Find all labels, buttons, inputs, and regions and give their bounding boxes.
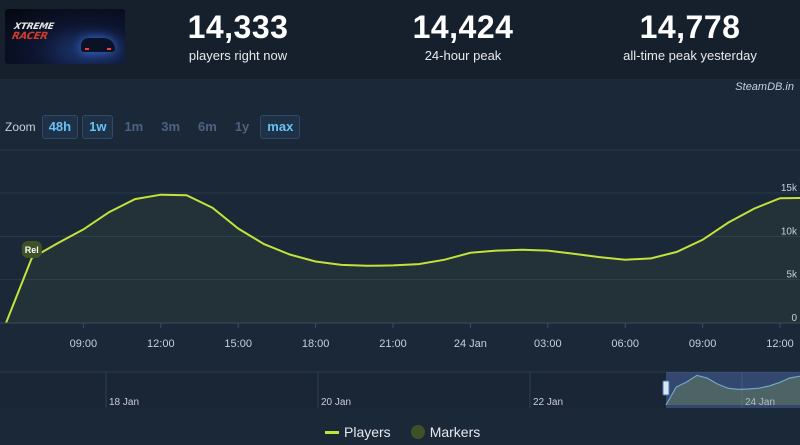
navigator[interactable]: 18 Jan 20 Jan 22 Jan 24 Jan [0, 371, 800, 408]
y-tick-label: 15k [781, 183, 798, 194]
alltime-peak-value: 14,778 [639, 9, 741, 45]
navigator-label: 22 Jan [533, 397, 563, 408]
x-tick-label: 12:00 [147, 338, 175, 350]
zoom-1y-button: 1y [234, 119, 250, 134]
x-tick-label: 12:00 [766, 338, 794, 350]
zoom-controls: Zoom 48h 1w 1m 3m 6m 1y max [5, 114, 304, 140]
players-now-label: players right now [188, 48, 288, 63]
y-axis-labels: 0 5k 10k 15k [781, 183, 798, 324]
car-image [81, 38, 115, 52]
markers-legend-label[interactable]: Markers [429, 424, 481, 440]
markers-legend-swatch[interactable] [410, 425, 425, 439]
players-area [6, 194, 800, 323]
players-line[interactable] [5, 193, 800, 324]
chart-markers: Rel [21, 241, 42, 258]
navigator-line [665, 374, 800, 406]
zoom-1m-button: 1m [124, 119, 144, 134]
players-legend-label[interactable]: Players [344, 424, 391, 440]
zoom-6m-button: 6m [198, 119, 217, 134]
peak-24h-label: 24-hour peak [424, 48, 502, 63]
peak-24h-stat: 14,424 24-hour peak [363, 8, 563, 64]
chart-legend: Players Markers [325, 424, 480, 440]
x-tick-label: 24 Jan [454, 338, 487, 350]
zoom-3m-button: 3m [161, 119, 181, 134]
navigator-area [666, 375, 800, 405]
navigator-label: 20 Jan [321, 397, 351, 408]
navigator-selection [666, 372, 800, 408]
x-tick-label: 21:00 [379, 338, 407, 350]
players-now-stat: 14,333 players right now [138, 8, 338, 64]
stats-bar: XTREME RACER 14,333 players right now 14,… [0, 0, 800, 79]
x-tick-label: 06:00 [611, 338, 639, 350]
x-tick-label: 03:00 [534, 338, 562, 350]
zoom-1w-button[interactable]: 1w [82, 115, 114, 139]
zoom-label: Zoom [5, 120, 36, 134]
y-tick-label: 10k [781, 226, 798, 237]
players-legend-swatch[interactable] [325, 430, 339, 434]
alltime-peak-label: all-time peak yesterday [623, 48, 757, 63]
navigator-label: 24 Jan [745, 397, 775, 408]
peak-24h-value: 14,424 [412, 9, 514, 45]
x-tick-label: 15:00 [224, 338, 252, 350]
x-axis-ticks: 09:00 12:00 15:00 18:00 21:00 24 Jan 03:00 06:0… [0, 322, 800, 350]
y-tick-label: 5k [786, 270, 798, 281]
marker-badge [21, 241, 42, 258]
players-now-value: 14,333 [187, 9, 289, 45]
x-tick-label: 09:00 [689, 338, 717, 350]
y-tick-label: 0 [791, 313, 797, 324]
steamdb-credit[interactable]: SteamDB.in [735, 81, 794, 93]
alltime-peak-stat: 14,778 all-time peak yesterday [590, 8, 790, 64]
zoom-max-button[interactable]: max [260, 115, 301, 139]
navigator-handle[interactable] [662, 380, 670, 396]
navigator-label: 18 Jan [109, 397, 139, 408]
zoom-48h-button[interactable]: 48h [41, 115, 79, 139]
marker-label: Rel [25, 245, 39, 255]
x-tick-label: 09:00 [70, 338, 98, 350]
x-tick-label: 18:00 [302, 338, 330, 350]
game-thumbnail: XTREME RACER [5, 9, 125, 64]
